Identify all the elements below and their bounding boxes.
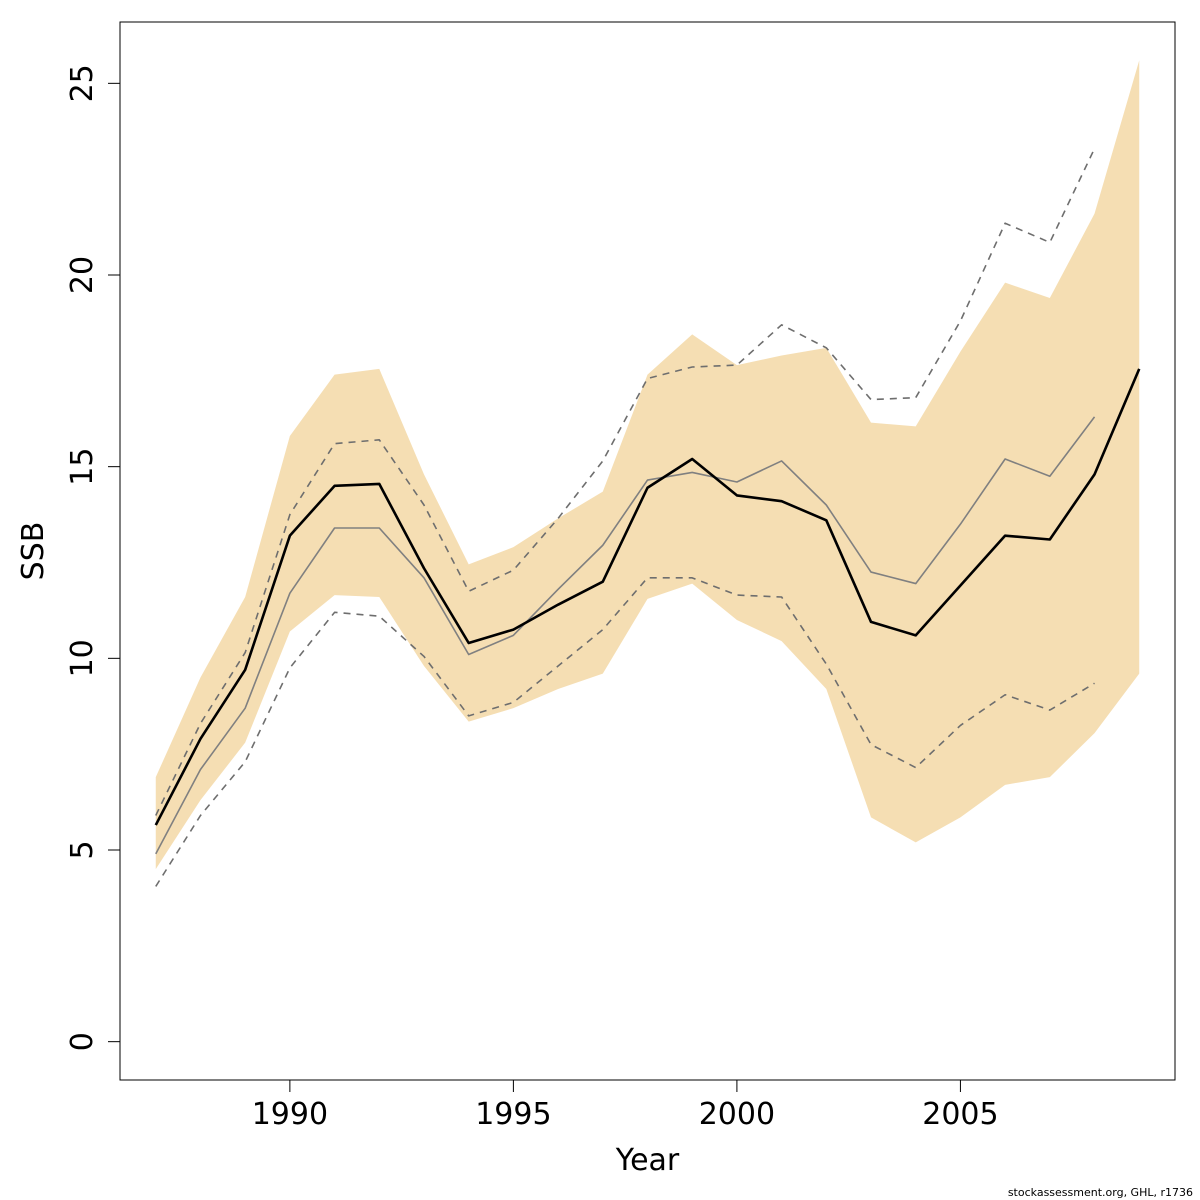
y-tick-label: 25 xyxy=(65,64,100,102)
x-tick-label: 1990 xyxy=(252,1097,328,1132)
y-tick-label: 5 xyxy=(65,840,100,859)
ssb-estimate-line xyxy=(154,368,1141,826)
y-axis-title: SSB xyxy=(16,522,51,581)
x-tick-label: 1995 xyxy=(475,1097,551,1132)
ssb-secondary-line xyxy=(155,416,1096,855)
x-axis-title: Year xyxy=(615,1143,680,1178)
x-tick-label: 2005 xyxy=(922,1097,998,1132)
confidence-band xyxy=(155,60,1140,870)
y-tick-label: 10 xyxy=(65,639,100,677)
lower-dashed-line xyxy=(155,577,1095,887)
y-tick-label: 20 xyxy=(65,256,100,294)
y-axis: 0 5 10 15 20 25 xyxy=(65,64,121,1051)
y-tick-label: 0 xyxy=(65,1032,100,1051)
upper-dashed-line xyxy=(155,148,1096,816)
y-tick-label: 15 xyxy=(65,448,100,486)
footnote: stockassessment.org, GHL, r1736 xyxy=(1008,1186,1193,1199)
x-tick-label: 2000 xyxy=(699,1097,775,1132)
x-axis: 1990 1995 2000 2005 xyxy=(252,1079,999,1132)
confidence-band-layer xyxy=(155,60,1140,870)
series-layer xyxy=(154,148,1141,887)
